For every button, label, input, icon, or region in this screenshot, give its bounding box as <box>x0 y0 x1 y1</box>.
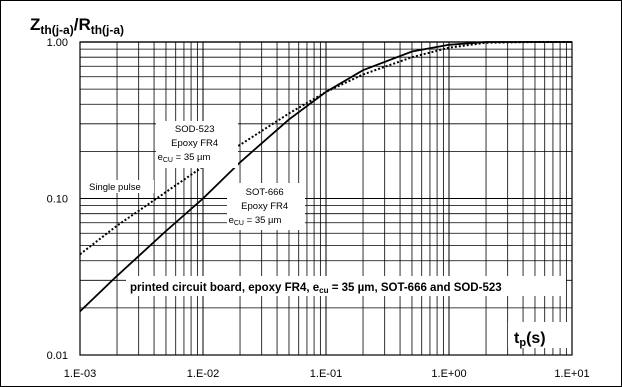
sod523-label-line1: SOD-523 <box>175 124 215 135</box>
grid-lines <box>79 41 573 356</box>
sot666-label-line1: SOT-666 <box>246 187 284 198</box>
title-z-sub: th(j-a) <box>40 23 73 37</box>
sod523-label-e: e <box>158 152 163 163</box>
single-pulse-background <box>86 180 154 193</box>
sot666-label: SOT-666 Epoxy FR4 eCU = 35 µm <box>229 187 291 227</box>
xlabel-unit: (s) <box>526 330 546 347</box>
sod523-label-background <box>156 121 238 168</box>
sot666-label-e: e <box>229 215 234 226</box>
xlabel-p: p <box>519 337 526 349</box>
board-note-part1: printed circuit board, epoxy FR4, e <box>130 282 319 294</box>
board-note-part2: = 35 µm, SOT-666 and SOD-523 <box>329 282 502 294</box>
x-tick-label: 1.E-02 <box>187 368 219 380</box>
y-tick-label: 1.00 <box>47 37 68 49</box>
single-pulse-label: Single pulse <box>89 182 141 193</box>
sot666-label-line2: Epoxy FR4 <box>241 201 288 212</box>
sod523-label-line2: Epoxy FR4 <box>171 138 218 149</box>
x-tick-label: 1.E+00 <box>431 368 466 380</box>
x-tick-label: 1.E-03 <box>64 368 96 380</box>
series-line-solid <box>79 41 572 313</box>
y-tick-label: 0.10 <box>47 194 68 206</box>
sod523-label-value: = 35 µm <box>173 152 211 163</box>
sod523-label: SOD-523 Epoxy FR4 eCU = 35 µm <box>158 124 221 164</box>
y-tick-label: 0.01 <box>47 350 68 362</box>
series-lines <box>79 41 572 313</box>
title-z: Z <box>30 15 40 34</box>
board-note-background <box>126 276 566 296</box>
x-tick-label: 1.E+01 <box>554 368 589 380</box>
sot666-label-value: = 35 µm <box>244 215 282 226</box>
xlabel-t: t <box>514 330 520 347</box>
title-r-sub: th(j-a) <box>91 23 124 37</box>
xlabel-background <box>508 322 570 348</box>
x-tick-label: 1.E-01 <box>310 368 342 380</box>
chart-title: Zth(j-a)/Rth(j-a) <box>30 15 124 37</box>
sot666-label-background <box>227 183 305 230</box>
board-note-cu: cu <box>319 286 328 295</box>
sod523-label-cu: CU <box>163 157 173 164</box>
plot-border <box>79 41 573 356</box>
board-note: printed circuit board, epoxy FR4, ecu = … <box>130 282 502 295</box>
sot666-label-cu: CU <box>234 220 244 227</box>
title-r: /R <box>74 15 91 34</box>
tick-labels: 1.E-03 1.E-02 1.E-01 1.E+00 1.E+01 1.00 0.10 0.… <box>47 37 590 380</box>
x-axis-label: tp(s) <box>514 330 546 349</box>
